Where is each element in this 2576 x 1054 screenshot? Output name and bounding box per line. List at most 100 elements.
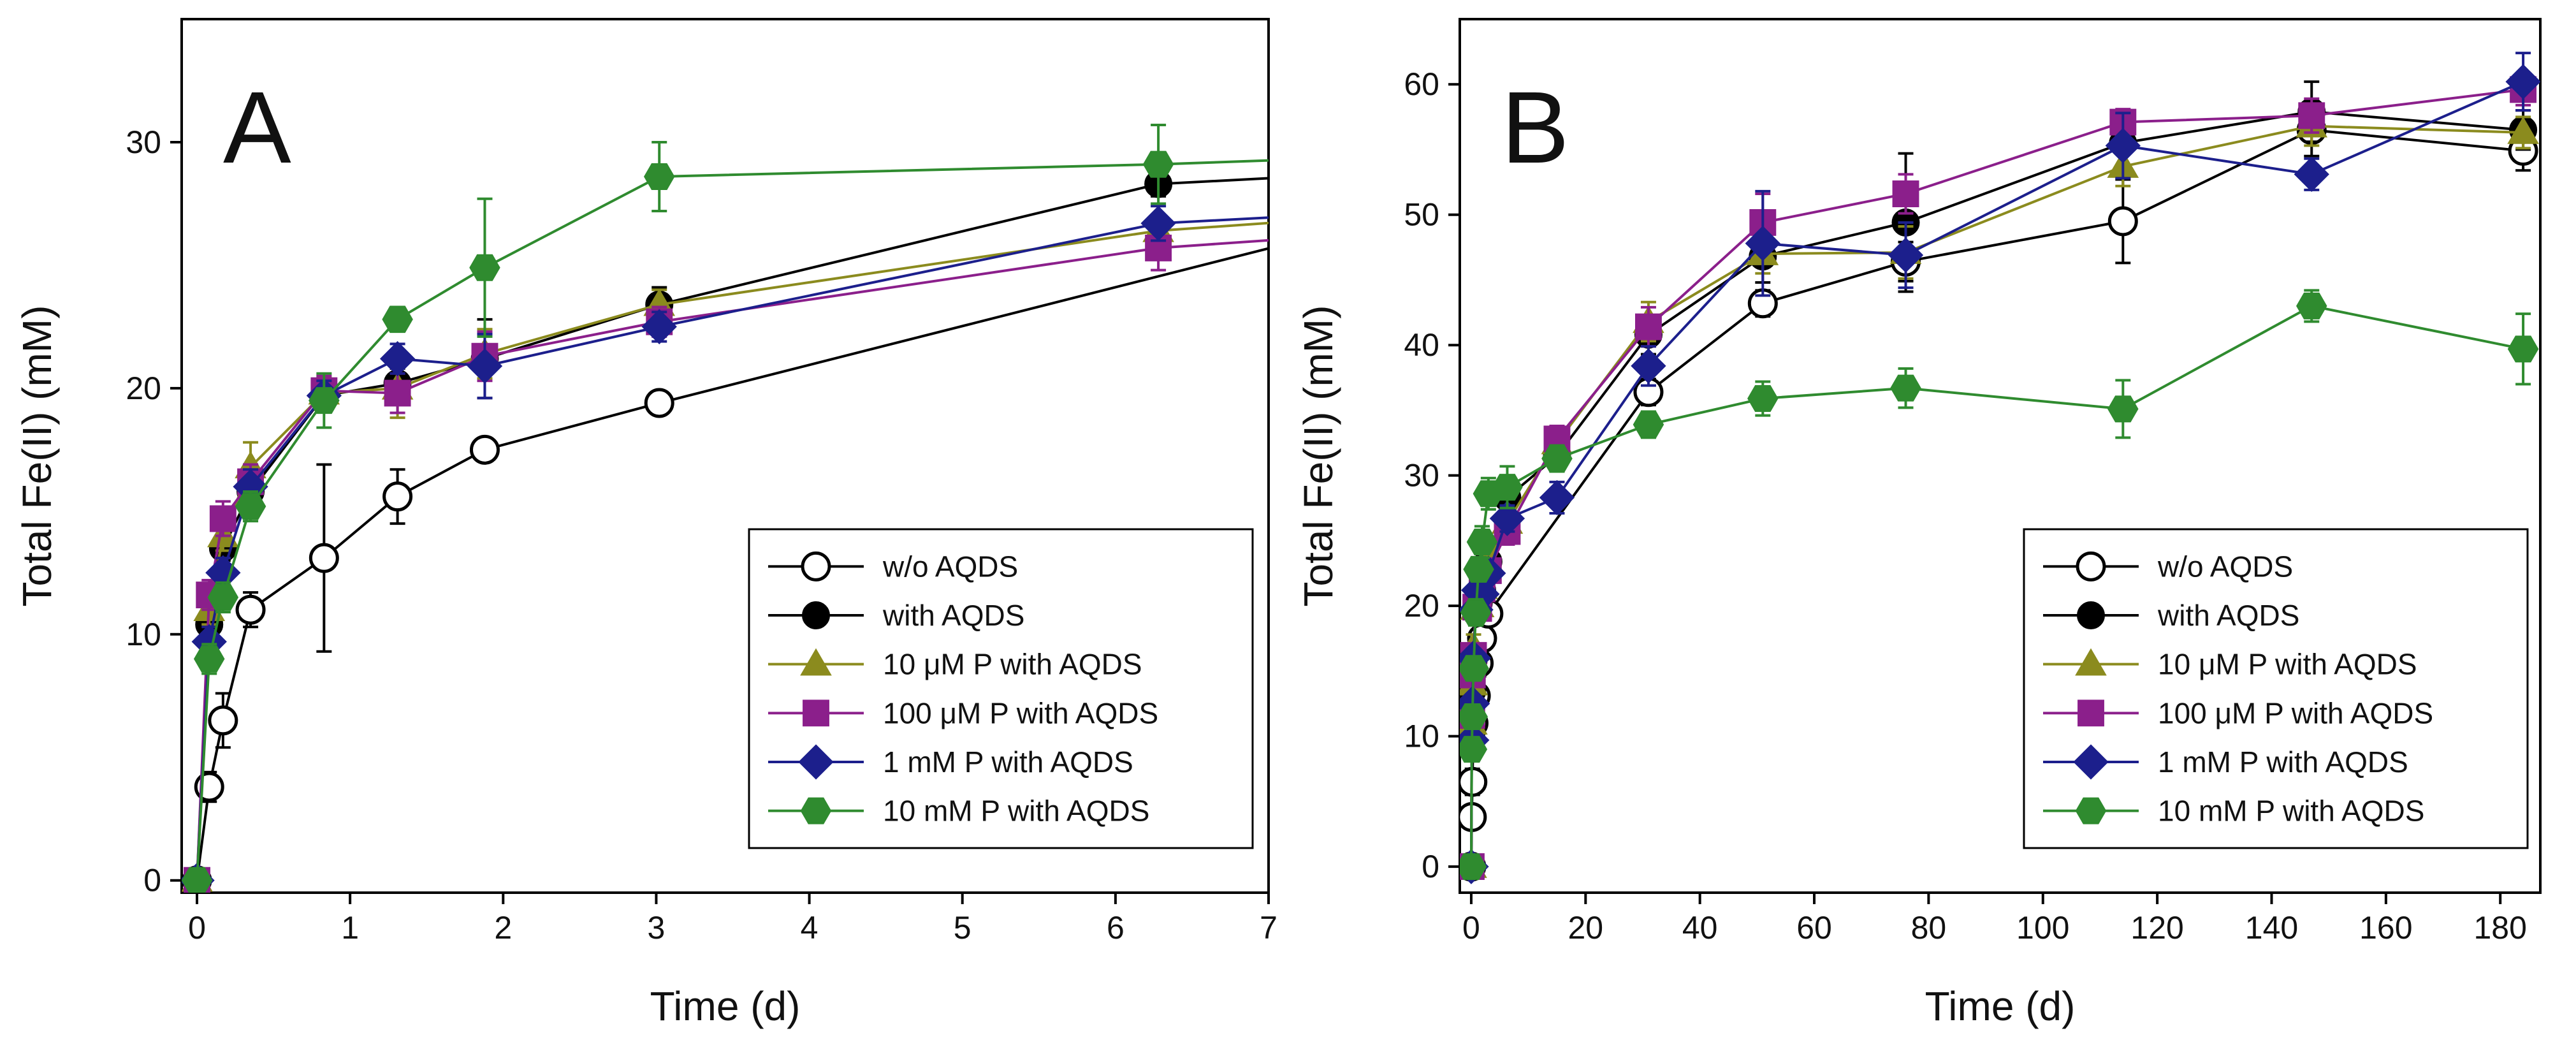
legend-marker xyxy=(2073,744,2109,780)
data-point xyxy=(1286,163,1313,190)
legend: w/o AQDS with AQDS 10 μM P with AQDS 100 μM… xyxy=(748,528,1254,849)
data-point xyxy=(208,705,238,736)
data-point xyxy=(1492,474,1523,501)
data-point xyxy=(193,645,225,673)
legend-label: 100 μM P with AQDS xyxy=(883,696,1158,729)
x-axis-title: Time (d) xyxy=(1925,983,2076,1029)
legend-marker xyxy=(2075,797,2107,824)
data-point xyxy=(1460,853,1487,881)
data-point xyxy=(1635,313,1662,340)
y-tick-label: 50 xyxy=(1404,197,1439,233)
data-point xyxy=(1463,555,1494,583)
data-point xyxy=(1142,150,1174,178)
y-tick-label: 30 xyxy=(1404,458,1439,494)
x-tick-label: 0 xyxy=(1462,910,1480,946)
x-tick-label: 180 xyxy=(2474,910,2527,946)
legend-marker xyxy=(2076,551,2106,582)
x-axis-title: Time (d) xyxy=(650,983,801,1029)
legend-marker xyxy=(801,551,831,582)
data-point xyxy=(2107,395,2139,423)
data-point xyxy=(309,387,340,414)
legend-label: 10 μM P with AQDS xyxy=(2158,648,2417,681)
data-point xyxy=(2107,206,2138,237)
x-tick-label: 4 xyxy=(801,910,819,946)
data-point xyxy=(467,348,503,384)
x-tick-label: 1 xyxy=(341,910,359,946)
series-10-mm-p-with-aqds xyxy=(182,123,1269,893)
x-tick-label: 80 xyxy=(1911,910,1947,946)
data-point xyxy=(379,340,416,377)
legend-label: w/o AQDS xyxy=(882,550,1018,583)
legend-label: w/o AQDS xyxy=(2157,550,2293,583)
plot-frame xyxy=(1459,18,2542,894)
y-tick-label: 0 xyxy=(1422,849,1439,884)
y-tick-label: 20 xyxy=(1404,588,1439,624)
legend-marker xyxy=(802,601,830,629)
data-point xyxy=(469,434,500,465)
series-10-mm-p-with-aqds xyxy=(1460,289,2539,881)
x-tick-label: 100 xyxy=(2016,910,2069,946)
data-point xyxy=(2298,102,2325,129)
data-point xyxy=(382,481,413,512)
y-tick-label: 30 xyxy=(126,124,161,160)
plot-area xyxy=(1460,52,2540,884)
legend-box xyxy=(748,528,1254,849)
data-point xyxy=(1890,374,1921,402)
data-point xyxy=(1747,385,1779,413)
data-point xyxy=(182,867,213,893)
x-tick-label: 2 xyxy=(494,910,512,946)
legend-marker xyxy=(803,699,829,727)
legend-label: 1 mM P with AQDS xyxy=(883,745,1133,779)
x-tick-label: 20 xyxy=(1568,910,1603,946)
x-tick-label: 5 xyxy=(954,910,971,946)
data-point xyxy=(1745,226,1780,261)
x-tick-label: 120 xyxy=(2130,910,2183,946)
data-point xyxy=(1541,445,1573,472)
data-point xyxy=(469,254,500,281)
legend-label: with AQDS xyxy=(882,599,1024,632)
legend-box xyxy=(2023,528,2529,849)
legend-label: 10 mM P with AQDS xyxy=(883,794,1149,828)
data-point xyxy=(1892,180,1919,207)
x-tick-label: 60 xyxy=(1796,910,1832,946)
y-tick-label: 10 xyxy=(126,617,161,652)
data-point xyxy=(2505,64,2540,99)
data-point xyxy=(1633,411,1664,438)
data-point xyxy=(1140,205,1176,241)
data-point xyxy=(2507,335,2539,363)
x-tick-label: 40 xyxy=(1682,910,1718,946)
data-point xyxy=(2294,156,2329,192)
y-tick-label: 10 xyxy=(1404,719,1439,754)
y-tick-label: 40 xyxy=(1404,327,1439,363)
x-tick-label: 160 xyxy=(2359,910,2412,946)
panel-b-chart: 0 20 40 60 80 100 120 140 160 180 0 10 20 30 40 50 60 Tim… xyxy=(1295,18,2542,1029)
legend-marker xyxy=(2077,601,2105,629)
plot-area xyxy=(182,123,1316,893)
data-point xyxy=(1460,655,1489,682)
data-point xyxy=(1460,736,1488,763)
data-point xyxy=(1888,237,1924,273)
panel-letter: A xyxy=(223,70,291,184)
series-line xyxy=(196,159,1269,881)
legend-label: 1 mM P with AQDS xyxy=(2158,745,2408,779)
legend-label: 10 μM P with AQDS xyxy=(883,648,1142,681)
data-point xyxy=(235,594,266,625)
data-point xyxy=(2105,128,2141,164)
data-point xyxy=(2507,116,2539,144)
x-tick-label: 3 xyxy=(648,910,666,946)
y-axis-title: Total Fe(II) (mM) xyxy=(14,305,60,607)
data-point xyxy=(1283,199,1316,233)
data-point xyxy=(1286,227,1313,254)
y-tick-label: 60 xyxy=(1404,66,1439,102)
x-tick-label: 140 xyxy=(2245,910,2298,946)
legend-marker xyxy=(800,648,832,676)
data-point xyxy=(209,505,236,532)
y-tick-label: 0 xyxy=(143,863,161,898)
legend: w/o AQDS with AQDS 10 μM P with AQDS 100 μM… xyxy=(2023,528,2529,849)
panel-letter: B xyxy=(1501,70,1569,184)
data-point xyxy=(384,379,411,407)
data-point xyxy=(1460,703,1488,730)
data-point xyxy=(1631,348,1666,384)
data-point xyxy=(1286,226,1312,251)
data-point xyxy=(1539,479,1575,516)
